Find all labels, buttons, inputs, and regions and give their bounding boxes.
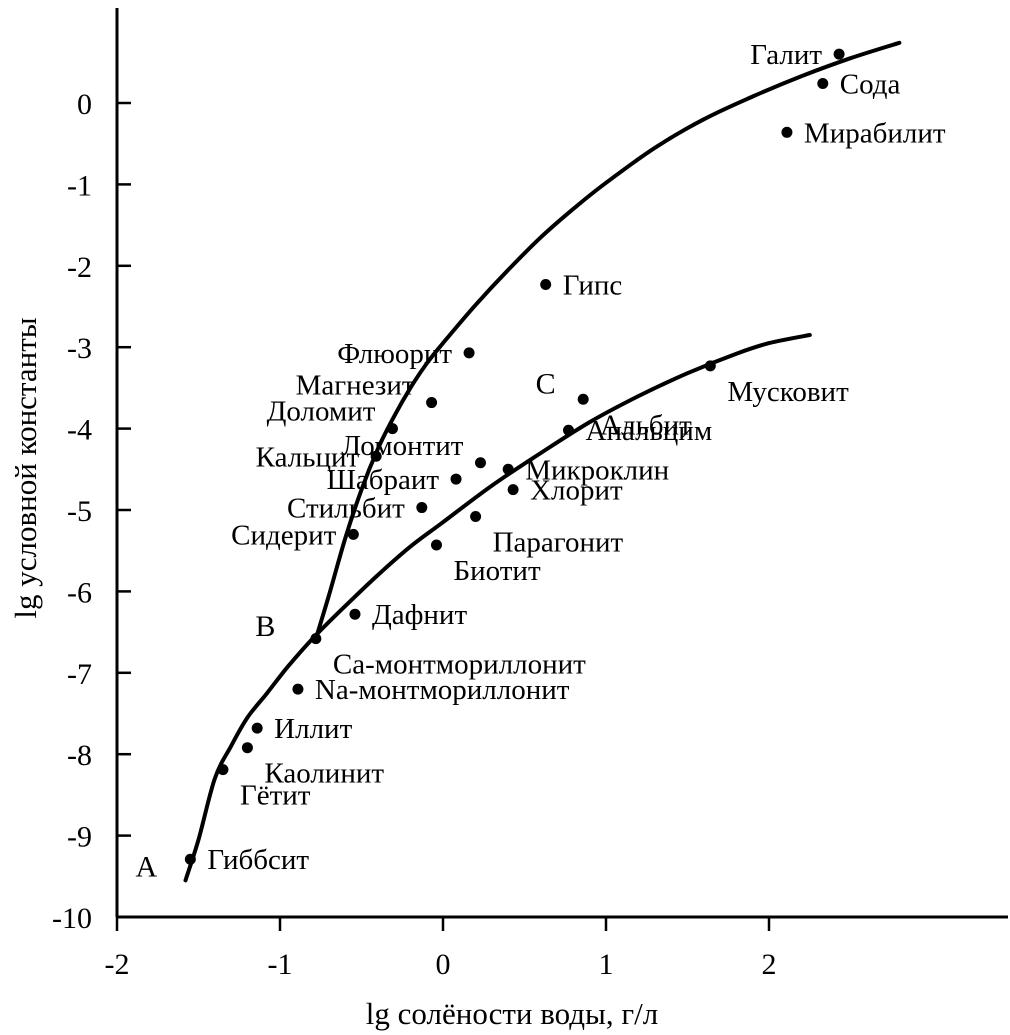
y-tick-label: -9 (67, 821, 92, 854)
data-label: Гиббсит (207, 844, 309, 876)
y-tick-label: -1 (67, 169, 92, 202)
x-tick-label: -1 (268, 948, 293, 981)
data-point (833, 48, 845, 60)
data-label: Микроклин (525, 454, 669, 486)
y-tick-label: -10 (52, 902, 92, 935)
data-label: Доломит (267, 396, 376, 428)
y-tick-label: 0 (77, 88, 92, 121)
data-label: Ломонтит (341, 430, 463, 462)
data-label: Na-монтмориллонит (315, 674, 570, 706)
data-label: Стильбит (287, 493, 405, 525)
data-point (430, 539, 442, 551)
x-tick-label: 2 (762, 948, 777, 981)
data-label: Сидерит (231, 519, 337, 551)
data-point (507, 484, 519, 496)
data-point (416, 502, 428, 514)
data-point (292, 683, 304, 695)
data-label: Флюорит (337, 338, 452, 370)
axes: 0-1-2-3-4-5-6-7-8-9-10-2 -1 0 1 2 (52, 8, 1008, 981)
data-point (577, 393, 589, 405)
data-point (251, 722, 263, 734)
y-tick-label: -5 (67, 495, 92, 528)
data-point (310, 633, 322, 645)
data-label: Хлорит (530, 475, 623, 507)
y-tick-label: -8 (67, 739, 92, 772)
data-point (370, 450, 382, 462)
data-label: Мирабилит (804, 117, 946, 149)
data-label: Мусковит (727, 376, 849, 408)
annotations: A B C (136, 368, 556, 884)
y-tick-label: -2 (67, 251, 92, 284)
curve-1 (183, 333, 812, 883)
data-label: Гётит (240, 780, 311, 812)
data-label: Альбит (600, 409, 692, 441)
data-label: Сода (840, 68, 901, 100)
curve-point-label: B (255, 610, 275, 643)
y-tick-label: -6 (67, 576, 92, 609)
data-point (563, 424, 575, 436)
y-tick-label: -3 (67, 332, 92, 365)
data-point (781, 126, 793, 138)
y-tick-label: -7 (67, 658, 92, 691)
curves (183, 40, 902, 883)
x-tick-label: 1 (599, 948, 614, 981)
data-point (540, 279, 552, 291)
data-point (426, 397, 438, 409)
data-point (450, 473, 462, 485)
data-point (463, 347, 475, 359)
data-label: Кальцит (256, 441, 360, 473)
data-label: Магнезит (296, 370, 415, 402)
data-label: Каолинит (264, 758, 384, 790)
points: Галит Сода Мирабилит Гипс Флюорит Мусковит Аль… (184, 39, 946, 876)
data-point (704, 360, 716, 372)
curve-point-label: C (536, 368, 556, 401)
data-label: Иллит (274, 713, 352, 745)
data-point (502, 463, 514, 475)
x-tick-label: 0 (436, 948, 451, 981)
data-label: Шабраит (327, 464, 440, 496)
data-label: Гипс (563, 270, 623, 302)
data-point (474, 457, 486, 469)
data-label: Дафнит (372, 599, 467, 631)
y-tick-label: -4 (67, 414, 92, 447)
data-point (184, 853, 196, 865)
data-point (817, 77, 829, 89)
data-label: Парагонит (493, 527, 624, 559)
curve-2 (313, 40, 902, 641)
data-point (349, 608, 361, 620)
data-point (241, 742, 253, 754)
data-label: Са-монтмориллонит (333, 649, 586, 681)
data-point (470, 511, 482, 523)
data-point (217, 764, 229, 776)
x-tick-label: -2 (105, 948, 130, 981)
data-point (347, 528, 359, 540)
curve-point-label: A (136, 850, 158, 883)
y-axis-label: lg условной константы (8, 317, 43, 618)
data-label: Биотит (453, 555, 540, 587)
data-label: Анальцим (586, 415, 713, 447)
x-axis-label: lg солёности воды, г/л (366, 996, 658, 1031)
data-point (386, 423, 398, 435)
data-label: Галит (750, 39, 822, 71)
